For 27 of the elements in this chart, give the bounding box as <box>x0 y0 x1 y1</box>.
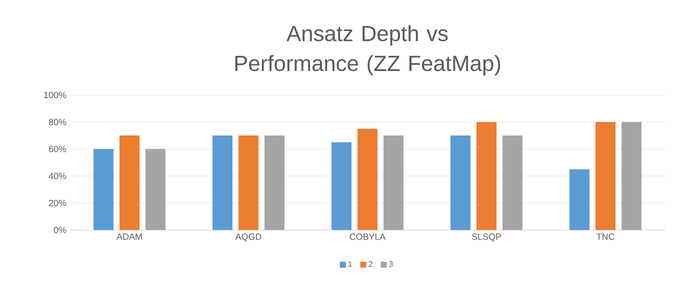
y-tick-label: 100% <box>44 92 66 98</box>
bar <box>450 136 471 230</box>
chart-title: Ansatz Depth vs Performance (ZZ FeatMap) <box>235 25 500 76</box>
bar <box>120 136 140 230</box>
y-tick-label: 40% <box>48 172 66 180</box>
bar <box>570 169 590 230</box>
bar <box>238 136 259 230</box>
bar <box>502 136 523 230</box>
bar <box>94 149 114 230</box>
bar <box>264 136 285 230</box>
x-tick-label: COBYLA <box>350 234 386 240</box>
bar <box>596 122 616 230</box>
bar <box>332 142 352 230</box>
bar <box>146 149 166 230</box>
x-tick-label: TNC <box>596 234 614 240</box>
x-tick-label: AQGD <box>235 234 262 242</box>
y-tick-label: 0% <box>54 226 66 234</box>
bar <box>622 122 642 230</box>
y-tick-label: 80% <box>48 118 66 126</box>
x-tick-label: SLSQP <box>472 234 501 242</box>
x-tick-label: ADAM <box>116 234 142 240</box>
y-tick-label: 20% <box>48 200 66 206</box>
bar <box>384 136 404 230</box>
bar <box>476 122 497 230</box>
y-tick-label: 60% <box>48 146 66 152</box>
bar <box>212 136 233 230</box>
bar <box>358 128 378 230</box>
